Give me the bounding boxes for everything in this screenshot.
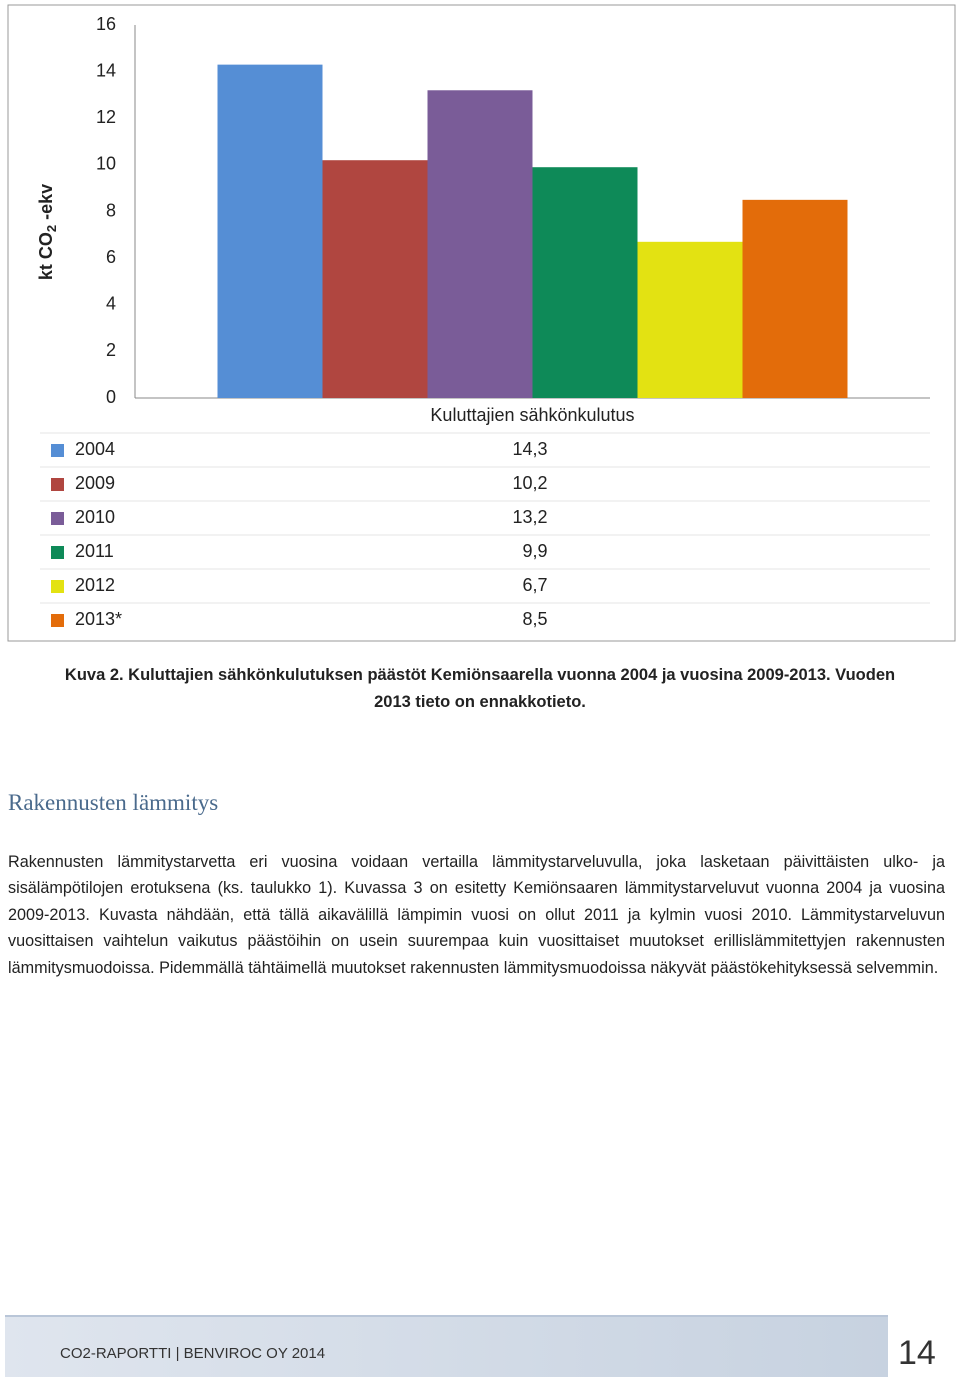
- y-tick-label: 16: [96, 14, 116, 34]
- y-tick-label: 4: [106, 294, 116, 314]
- y-label-suffix: -ekv: [36, 184, 56, 225]
- x-tick-label: Kuluttajien sähkönkulutus: [430, 405, 634, 425]
- caption: Kuva 2. Kuluttajien sähkönkulutuksen pää…: [64, 666, 896, 711]
- bar: [532, 167, 638, 398]
- y-tick-label: 6: [106, 247, 116, 267]
- y-tick-label: 8: [106, 200, 116, 220]
- y-label-subscript: 2: [44, 225, 59, 232]
- legend-label: 2013*: [75, 609, 122, 629]
- bar: [637, 241, 743, 398]
- legend-label: 2011: [75, 541, 114, 561]
- y-tick-label: 12: [96, 107, 116, 127]
- value-label: 10,2: [512, 473, 547, 493]
- legend-marker: [51, 444, 64, 457]
- bar: [322, 160, 428, 398]
- y-tick-label: 14: [96, 60, 116, 80]
- footer: CO2-RAPORTTI | BENVIROC OY 2014: [5, 1315, 888, 1377]
- legend-marker: [51, 614, 64, 627]
- y-label-text: kt CO: [36, 232, 56, 280]
- legend-marker: [51, 580, 64, 593]
- section-title: Rakennusten lämmitys: [8, 790, 219, 815]
- value-label: 14,3: [512, 439, 547, 459]
- value-label: 13,2: [512, 507, 547, 527]
- y-tick-label: 2: [106, 340, 116, 360]
- footer-text: CO2-RAPORTTI | BENVIROC OY 2014: [60, 1345, 326, 1362]
- paragraph: Rakennusten lämmitystarvetta eri vuosina…: [8, 853, 945, 977]
- bar: [427, 90, 533, 399]
- y-tick-label: 0: [106, 387, 116, 407]
- legend-marker: [51, 546, 64, 559]
- legend-marker: [51, 512, 64, 525]
- value-label: 8,5: [522, 609, 547, 629]
- legend-marker: [51, 478, 64, 491]
- y-axis-label: kt CO2 -ekv: [36, 184, 60, 280]
- legend-label: 2012: [75, 575, 115, 595]
- y-tick-label: 10: [96, 154, 116, 174]
- legend-label: 2010: [75, 507, 115, 527]
- legend-label: 2004: [75, 439, 115, 459]
- legend-label: 2009: [75, 473, 115, 493]
- value-label: 9,9: [522, 541, 547, 561]
- value-label: 6,7: [522, 575, 547, 595]
- bar: [217, 64, 323, 398]
- bar: [742, 199, 848, 398]
- page-number: 14: [898, 1334, 936, 1372]
